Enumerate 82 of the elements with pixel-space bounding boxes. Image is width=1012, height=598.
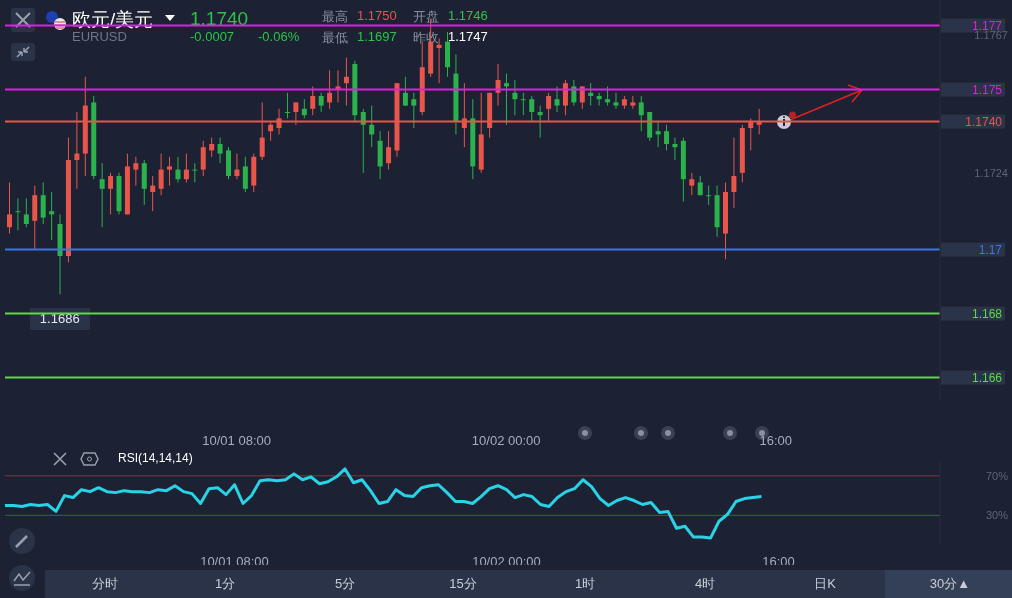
annotation: 1.1746 xyxy=(448,8,488,23)
annotation: 1.1750 xyxy=(357,8,397,23)
candlestick xyxy=(200,140,206,177)
text: 5分 xyxy=(333,575,357,593)
x-tick-label: 10/02 00:00 xyxy=(471,433,541,449)
candlestick xyxy=(167,156,173,187)
candlestick xyxy=(588,82,594,107)
y-tick-label: 1.1767 xyxy=(974,29,1008,42)
ref-line-label: 1.175 xyxy=(971,83,1003,98)
annotation: 1.1686 xyxy=(29,308,90,331)
y-tick-label: 1.1724 xyxy=(974,166,1008,179)
candlestick xyxy=(158,153,164,196)
candlestick xyxy=(655,121,661,148)
candlestick xyxy=(512,79,518,116)
annotation: 1.1697 xyxy=(357,29,397,44)
candlestick xyxy=(672,137,678,161)
candlestick xyxy=(554,85,560,113)
candlestick xyxy=(731,137,737,209)
annotation: -0.0007 xyxy=(190,29,235,44)
annotation: -0.06% xyxy=(258,29,300,44)
text: 1分 xyxy=(213,575,237,593)
line-series xyxy=(3,467,763,540)
candlestick xyxy=(596,92,602,107)
candlestick xyxy=(638,95,644,132)
candlestick xyxy=(369,105,375,148)
candlestick xyxy=(99,162,105,228)
candlestick xyxy=(411,92,417,129)
annotation: 1.1747 xyxy=(448,29,488,44)
candlestick xyxy=(310,85,316,116)
y-tick-label: 70% xyxy=(985,469,1009,482)
y-tick-label: 30% xyxy=(985,509,1009,522)
candlestick xyxy=(402,76,408,107)
text: 15分 xyxy=(448,575,478,593)
x-tick-label: 16:00 xyxy=(759,433,793,449)
candlestick xyxy=(284,92,290,119)
ref-line-label: 1.168 xyxy=(971,307,1003,322)
annotation: 最低 xyxy=(322,29,348,47)
candlestick xyxy=(108,172,114,215)
text: EURUSD xyxy=(72,29,127,44)
candlestick xyxy=(301,98,307,119)
x-tick-label: 10/01 08:00 xyxy=(202,433,271,449)
candlestick xyxy=(664,124,670,151)
annotation: 1.1740 xyxy=(190,8,249,30)
candlestick xyxy=(234,153,240,180)
text: 日K xyxy=(813,575,837,593)
candlestick xyxy=(706,185,712,206)
candlestick xyxy=(537,105,543,139)
chart-title: RSI(14,14,14) xyxy=(118,451,193,465)
candlestick xyxy=(40,181,46,225)
candlestick xyxy=(386,130,392,171)
ref-line-label: 1.166 xyxy=(971,371,1003,386)
candlestick xyxy=(217,137,223,164)
annotation: 最高 xyxy=(322,8,348,26)
candlestick xyxy=(327,69,333,110)
candlestick xyxy=(529,95,535,123)
candlestick xyxy=(318,92,324,113)
ref-line-label: 1.17 xyxy=(978,243,1003,258)
candlestick xyxy=(343,57,349,107)
candlestick xyxy=(242,156,248,193)
candlestick xyxy=(133,156,139,187)
candlestick xyxy=(520,92,526,116)
ref-line-label: 1.1740 xyxy=(965,115,1003,130)
text: 30分▲ xyxy=(928,575,972,593)
candlestick xyxy=(192,162,198,183)
annotation: 开盘 xyxy=(413,8,439,26)
text: 1时 xyxy=(573,575,597,593)
candlestick xyxy=(605,85,611,107)
candlestick xyxy=(15,197,21,231)
candlestick xyxy=(175,156,181,183)
candlestick xyxy=(183,153,189,183)
candlestick xyxy=(49,191,55,241)
candlestick xyxy=(7,181,12,235)
text: 4时 xyxy=(693,575,717,593)
candlestick xyxy=(503,73,509,126)
candlestick xyxy=(335,69,341,103)
text: 分时 xyxy=(91,575,119,593)
candlestick xyxy=(23,197,29,228)
candlestick xyxy=(562,79,568,116)
candlestick xyxy=(209,137,215,158)
candlestick xyxy=(689,172,695,196)
candlestick xyxy=(150,175,156,212)
candlestick xyxy=(613,92,619,110)
